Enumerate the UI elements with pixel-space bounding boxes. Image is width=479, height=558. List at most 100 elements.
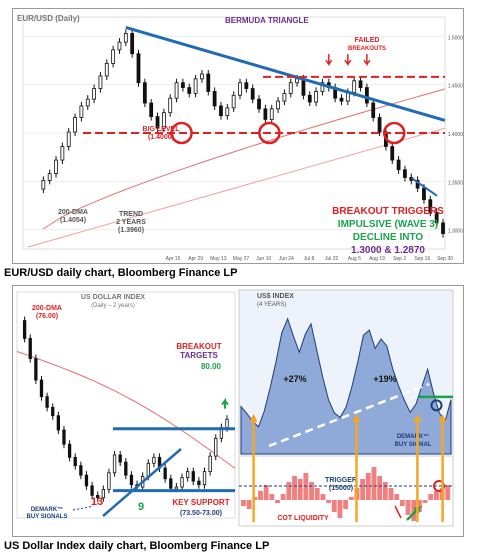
dma-line xyxy=(42,88,446,230)
y-tick-label: 1.4000 xyxy=(448,132,464,138)
trend-label: (1.3960) xyxy=(118,227,144,234)
index-candle-bar xyxy=(79,465,83,476)
index-candle-bar xyxy=(197,480,201,486)
cot-bar xyxy=(377,476,383,500)
failed-breakout-arrow xyxy=(344,54,352,67)
index-candle-bar xyxy=(67,443,72,458)
cot-bar xyxy=(382,482,388,500)
price-candle-bar xyxy=(428,199,433,213)
index-candle-bar xyxy=(124,461,128,476)
cot-bar xyxy=(309,482,314,500)
price-candle-bar xyxy=(263,108,268,120)
cot-bar xyxy=(399,500,405,506)
failed-label: FAILED xyxy=(355,37,380,44)
price-candle-bar xyxy=(390,146,395,161)
cot-bar xyxy=(445,485,451,500)
dollar-index-chart-panel: US DOLLAR INDEX (Daily – 2 years) 200-DMA(… xyxy=(12,285,464,537)
price-candle-bar xyxy=(168,97,173,114)
price-candle-bar xyxy=(219,105,223,117)
signal-arrow-head xyxy=(249,414,258,422)
price-candle-bar xyxy=(250,88,255,100)
triangle-resistance-line xyxy=(125,25,446,122)
x-tick-label: Sep 30 xyxy=(437,256,453,262)
dollar-index-chart: US DOLLAR INDEX(Daily – 2 years)200-DMA(… xyxy=(16,289,454,527)
cot-bar xyxy=(241,500,246,506)
demark-count-9: 9 xyxy=(138,501,144,513)
big-level-label: (1.4000) xyxy=(148,134,174,141)
x-tick-label: Aug 5 xyxy=(348,256,361,262)
index-candle-bar xyxy=(107,472,111,490)
price-candle-bar xyxy=(257,98,261,110)
x-tick-label: May 13 xyxy=(210,256,227,262)
level-test-circle xyxy=(258,121,281,145)
big-level-label: BIG LEVEL xyxy=(143,126,181,133)
price-candle-bar xyxy=(225,107,230,117)
cot-bar xyxy=(258,491,263,500)
bermuda-label: BERMUDA TRIANGLE xyxy=(225,16,309,25)
index-candle-bar xyxy=(112,454,117,474)
cot-bar xyxy=(428,494,434,500)
price-candle-bar xyxy=(288,82,293,94)
eurusd-caption: EUR/USD daily chart, Bloomberg Finance L… xyxy=(4,267,238,279)
index-candle-bar xyxy=(225,418,229,428)
price-candle-bar xyxy=(314,91,319,103)
price-candle-bar xyxy=(149,102,154,117)
dma-line xyxy=(16,351,236,469)
price-candle-bar xyxy=(174,82,179,99)
index-candle-bar xyxy=(101,489,105,499)
price-candle-bar xyxy=(358,80,363,88)
cot-bar xyxy=(269,494,275,500)
y-tick-label: 1.5000 xyxy=(448,35,464,41)
demark-pointer xyxy=(72,505,94,511)
index-candle-bar xyxy=(146,462,150,477)
index-candle-bar xyxy=(163,467,167,480)
impulsive-label: IMPULSIVE (WAVE 3) xyxy=(338,219,438,230)
cot-bar xyxy=(422,500,428,503)
demark-label: DEMARK™ xyxy=(31,506,63,513)
dma-label: 200-DMA xyxy=(58,209,88,216)
x-tick-label: May 27 xyxy=(233,256,250,262)
cot-bar xyxy=(388,488,394,500)
price-candle-bar xyxy=(161,112,166,129)
index-candle-bar xyxy=(191,471,195,482)
price-candle-bar xyxy=(206,73,211,92)
cot-bar xyxy=(405,500,411,515)
cot-bar xyxy=(297,479,303,500)
price-candle-bar xyxy=(422,187,426,201)
dollar-index-caption: US Dollar Index daily chart, Bloomberg F… xyxy=(4,540,270,552)
price-candle-bar xyxy=(352,80,357,93)
index-candle-bar xyxy=(118,454,122,463)
cot-bar xyxy=(365,473,371,500)
cot-liquidity-label: COT LIQUIDITY xyxy=(277,515,329,522)
price-candle-bar xyxy=(238,82,242,96)
trigger-label: TRIGGER xyxy=(325,477,357,484)
price-candle-bar xyxy=(339,97,344,102)
price-candle-bar xyxy=(142,82,147,104)
price-candle-bar xyxy=(396,159,401,171)
left-plot-area xyxy=(16,291,236,519)
price-candle-bar xyxy=(200,73,204,80)
targets-label: 1.3000 & 1.2870 xyxy=(351,245,425,256)
price-candle-bar xyxy=(79,105,84,118)
index-candle-bar xyxy=(90,485,94,496)
price-candle-bar xyxy=(104,63,109,77)
breakout-label: BREAKOUT xyxy=(176,342,221,351)
cot-bar xyxy=(246,500,252,509)
trigger-circle xyxy=(433,480,445,492)
x-tick-label: Sep 16 xyxy=(414,256,430,262)
price-candle-bar xyxy=(92,88,96,100)
index-candle-bar xyxy=(34,358,38,381)
price-candle-bar xyxy=(98,75,103,89)
y-tick-label: 1.3500 xyxy=(448,180,464,186)
breakdown-line xyxy=(411,177,438,197)
cot-bar xyxy=(314,488,320,500)
dma-label: 200-DMA xyxy=(32,305,62,312)
index-area xyxy=(240,317,452,455)
index-candle-bar xyxy=(62,429,66,445)
chart-title: EUR/USD (Daily) xyxy=(17,14,80,23)
gain-19-label: +19% xyxy=(373,374,396,384)
index-candle-bar xyxy=(129,474,134,486)
index-candle-bar xyxy=(202,471,207,486)
index-candle-bar xyxy=(180,477,184,488)
index-candle-bar xyxy=(208,455,212,473)
